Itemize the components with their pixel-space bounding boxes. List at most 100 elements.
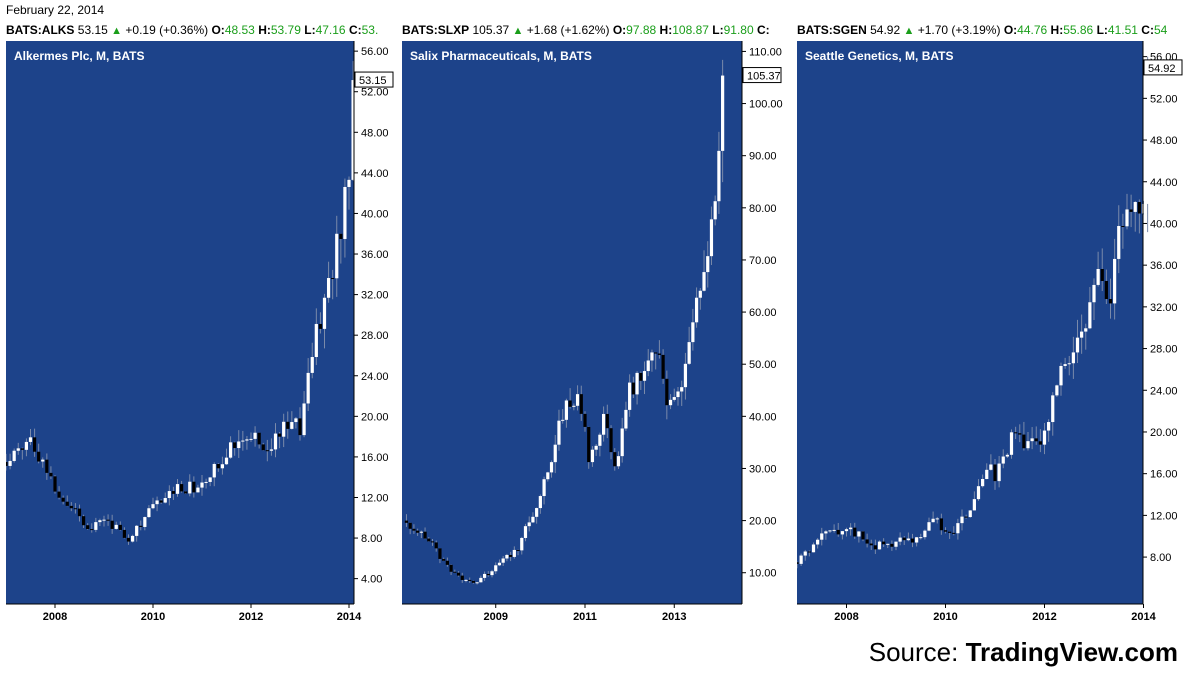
candle-down	[257, 432, 261, 445]
candle-down	[890, 543, 894, 547]
candle-up	[1009, 432, 1014, 455]
candle-up	[706, 256, 710, 273]
candle-down	[184, 491, 188, 494]
candle-up	[985, 469, 989, 479]
candle-down	[298, 418, 302, 436]
price-axis	[1143, 41, 1185, 625]
candle-up	[849, 527, 853, 530]
y-tick-label: 52.00	[1150, 93, 1178, 105]
candle-up	[906, 538, 910, 541]
candlestick-chart[interactable]: 4.00 8.00 12.00 16.00 20.00 24.00 28.00 32.00 36…	[6, 41, 394, 625]
candle-up	[28, 437, 33, 442]
candle-down	[631, 382, 635, 395]
candle-down	[993, 464, 997, 482]
candle-down	[430, 541, 435, 543]
candle-down	[654, 352, 658, 354]
last-price-marker: 53.15	[354, 71, 394, 88]
ticker-symbol[interactable]: BATS:SGEN	[797, 23, 867, 37]
candle-down	[408, 522, 412, 529]
candle-up	[130, 535, 135, 542]
candle-down	[318, 323, 323, 329]
y-tick-label: 20.00	[749, 516, 777, 528]
open-value: 97.88	[626, 23, 657, 37]
candle-up	[531, 516, 535, 523]
candle-down	[613, 452, 617, 467]
candle-up	[335, 233, 339, 279]
candle-up	[326, 278, 331, 298]
candle-up	[820, 533, 824, 540]
y-tick-label: 52.00	[361, 87, 389, 99]
candle-down	[81, 516, 86, 526]
candle-up	[694, 297, 699, 323]
candle-up	[114, 524, 118, 529]
ticker-symbol[interactable]: BATS:SLXP	[402, 23, 470, 37]
time-axis	[402, 604, 742, 625]
y-tick-label: 36.00	[1150, 260, 1178, 272]
candle-up	[546, 472, 550, 480]
candle-up	[919, 537, 923, 539]
candle-up	[208, 477, 212, 482]
candle-down	[952, 532, 956, 534]
candle-down	[861, 531, 865, 540]
candle-up	[1047, 422, 1051, 431]
candle-up	[155, 500, 159, 505]
candle-down	[6, 461, 8, 466]
candle-down	[122, 529, 127, 538]
candlestick-chart[interactable]: 10.00 20.00 30.00 40.00 50.00 60.00 70.00 80.00…	[402, 41, 790, 625]
source-brand[interactable]: TradingView.com	[965, 637, 1178, 667]
candle-up	[24, 441, 29, 450]
last-price-label: 53.15	[359, 75, 387, 87]
candle-up	[220, 464, 225, 469]
candle-up	[857, 531, 861, 537]
candle-down	[865, 539, 869, 544]
x-axis-ticks: 2009 2011 2013	[402, 603, 742, 623]
chart-title: Alkermes Plc, M, BATS	[14, 49, 145, 63]
y-tick-label: 60.00	[749, 307, 777, 319]
candle-up	[253, 432, 257, 439]
candle-down	[1038, 441, 1042, 445]
candle-up	[188, 481, 192, 494]
candle-up	[135, 525, 139, 536]
ticker-symbol[interactable]: BATS:ALKS	[6, 23, 75, 37]
candle-up	[228, 442, 233, 458]
candle-down	[233, 442, 237, 449]
y-tick-label: 44.00	[1150, 177, 1178, 189]
candle-up	[676, 391, 680, 398]
candle-up	[310, 357, 314, 373]
candle-down	[943, 530, 948, 532]
candle-down	[583, 413, 587, 427]
candle-down	[456, 572, 461, 576]
candle-up	[1055, 385, 1059, 396]
close-value: 54	[1153, 23, 1168, 37]
candle-down	[609, 428, 613, 453]
y-tick-label: 16.00	[1150, 469, 1178, 481]
candle-up	[923, 530, 927, 538]
close-label: C:	[348, 23, 362, 37]
candle-up	[717, 150, 721, 202]
candle-up	[282, 421, 286, 437]
candle-down	[73, 508, 78, 510]
x-tick-label: 2010	[933, 611, 957, 623]
last-price-marker: 105.37	[742, 67, 782, 84]
candle-down	[277, 433, 282, 437]
price-axis	[354, 41, 394, 625]
candle-down	[468, 579, 472, 581]
candle-up	[102, 519, 106, 521]
candle-down	[37, 451, 41, 462]
candle-up	[151, 504, 155, 509]
candle-up	[894, 541, 898, 547]
high-label: H:	[258, 23, 271, 37]
candle-down	[1034, 438, 1038, 442]
candle-up	[811, 544, 816, 553]
candle-up	[680, 387, 684, 392]
candle-down	[106, 519, 110, 521]
y-tick-label: 20.00	[361, 411, 389, 423]
candle-up	[594, 445, 598, 450]
candle-down	[416, 530, 420, 533]
candlestick-chart[interactable]: 8.00 12.00 16.00 20.00 24.00 28.00 32.00 36.00 4…	[797, 41, 1185, 625]
candle-down	[261, 444, 265, 451]
candle-up	[828, 530, 832, 532]
candle-up	[799, 555, 803, 564]
low-value: 91.80	[723, 23, 754, 37]
last-price-marker: 54.92	[1143, 59, 1183, 76]
